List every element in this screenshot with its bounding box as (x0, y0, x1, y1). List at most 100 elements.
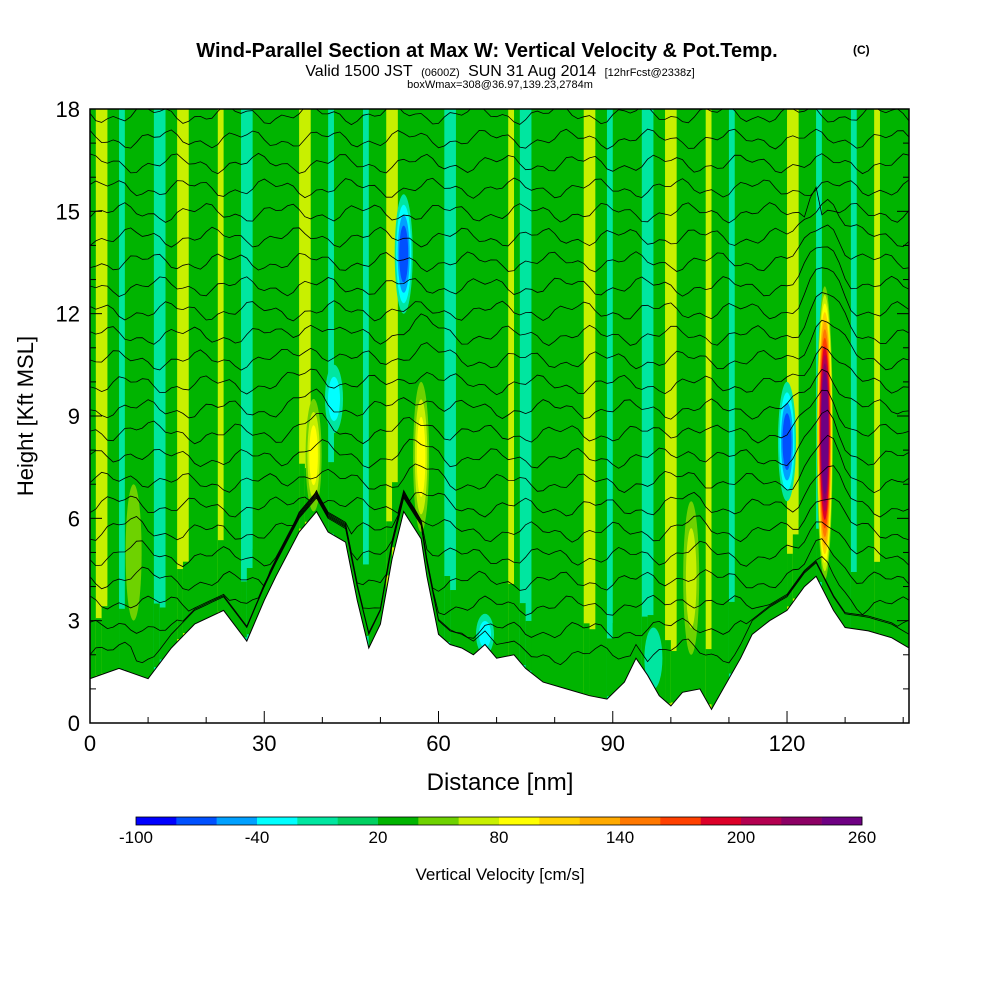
near-surface-band (874, 561, 881, 634)
near-surface-band (868, 564, 875, 632)
field-column (322, 109, 329, 723)
near-surface-band (264, 532, 271, 595)
near-surface-band (368, 572, 376, 642)
field-column (630, 109, 637, 723)
colorbar-swatch (418, 817, 459, 825)
field-column (374, 109, 382, 723)
field-column (868, 109, 875, 723)
near-surface-band (392, 482, 399, 548)
isentrope-line (90, 186, 909, 224)
colorbar-tick-label: 260 (848, 828, 876, 847)
field-column (763, 109, 771, 723)
field-column (461, 109, 469, 723)
field-column (496, 109, 504, 723)
colorbar-swatch (499, 817, 540, 825)
chart-title: Wind-Parallel Section at Max W: Vertical… (196, 40, 869, 91)
field-column (595, 109, 602, 723)
near-surface-band (763, 551, 771, 623)
near-surface-band (258, 537, 265, 608)
isentrope-line (90, 368, 909, 420)
field-column (798, 109, 806, 723)
near-surface-band (734, 595, 742, 664)
field-column (392, 109, 399, 723)
y-tick-label: 0 (68, 711, 80, 736)
colorbar-swatch (257, 817, 298, 825)
near-surface-band (740, 593, 747, 653)
field-column (665, 109, 672, 723)
field-column (862, 109, 869, 723)
near-surface-band (270, 532, 277, 583)
field-column (856, 109, 864, 723)
x-tick-label: 90 (601, 731, 625, 756)
near-surface-band (130, 619, 138, 674)
y-tick-label: 12 (56, 302, 80, 327)
near-surface-band (287, 478, 294, 549)
field-column (217, 109, 225, 723)
field-column (734, 109, 742, 723)
near-surface-band (374, 569, 382, 631)
near-surface-band (723, 615, 730, 684)
field-column (688, 109, 695, 723)
field-column (723, 109, 730, 723)
isentrope-line (90, 434, 909, 494)
near-surface-band (467, 584, 474, 654)
field-column (455, 109, 463, 723)
near-surface-band (502, 590, 509, 657)
y-tick-label: 18 (56, 97, 80, 122)
colorbar-swatch (660, 817, 701, 825)
near-surface-band (624, 607, 631, 677)
near-surface-band (543, 612, 550, 683)
field-column (299, 109, 306, 723)
colorbar-tick-label: 140 (606, 828, 634, 847)
near-surface-band (438, 565, 445, 637)
field-column (653, 109, 660, 723)
colorbar-tick-label: 200 (727, 828, 755, 847)
near-surface-band (148, 604, 155, 675)
updraft-core (309, 425, 318, 486)
title-line2-utc: (0600Z) (421, 67, 460, 79)
x-tick-label: 30 (252, 731, 276, 756)
colorbar-tick-label: -40 (245, 828, 270, 847)
colorbar-label: Vertical Velocity [cm/s] (415, 865, 584, 884)
near-surface-band (444, 576, 451, 642)
near-surface-band (496, 601, 504, 658)
isentrope-line (90, 465, 909, 518)
field-column (101, 109, 109, 723)
field-column (194, 109, 201, 723)
x-axis-label: Distance [nm] (427, 769, 574, 796)
colorbar-swatch (176, 817, 217, 825)
field-column (705, 109, 713, 723)
isentrope-line (90, 152, 909, 175)
near-surface-band (380, 559, 387, 608)
near-surface-band (409, 461, 416, 526)
field-column (833, 109, 840, 723)
near-surface-band (136, 610, 143, 676)
title-line2-date: SUN 31 Aug 2014 (468, 63, 596, 80)
near-surface-band (636, 614, 643, 663)
field-column (171, 109, 178, 723)
x-axis: 0 30 60 90 120 (84, 711, 904, 756)
near-surface-band (403, 445, 411, 517)
field-column (438, 109, 445, 723)
downdraft-core (328, 376, 340, 422)
y-tick-label: 9 (68, 404, 80, 429)
near-surface-band (217, 540, 225, 612)
near-surface-band (862, 572, 869, 631)
field-column (769, 109, 777, 723)
downdraft-core (479, 621, 491, 648)
near-surface-band (455, 600, 463, 648)
field-column (148, 109, 155, 723)
x-tick-label: 0 (84, 731, 96, 756)
field-column (258, 109, 265, 723)
field-column (211, 109, 219, 723)
near-surface-band (827, 543, 835, 605)
near-surface-band (705, 649, 713, 705)
field-column (293, 109, 300, 723)
title-line2-valid: Valid 1500 JST (305, 63, 413, 80)
x-tick-label: 120 (769, 731, 806, 756)
field-column (624, 109, 631, 723)
near-surface-band (577, 623, 585, 694)
near-surface-band (781, 562, 788, 613)
colorbar-swatch (297, 817, 338, 825)
